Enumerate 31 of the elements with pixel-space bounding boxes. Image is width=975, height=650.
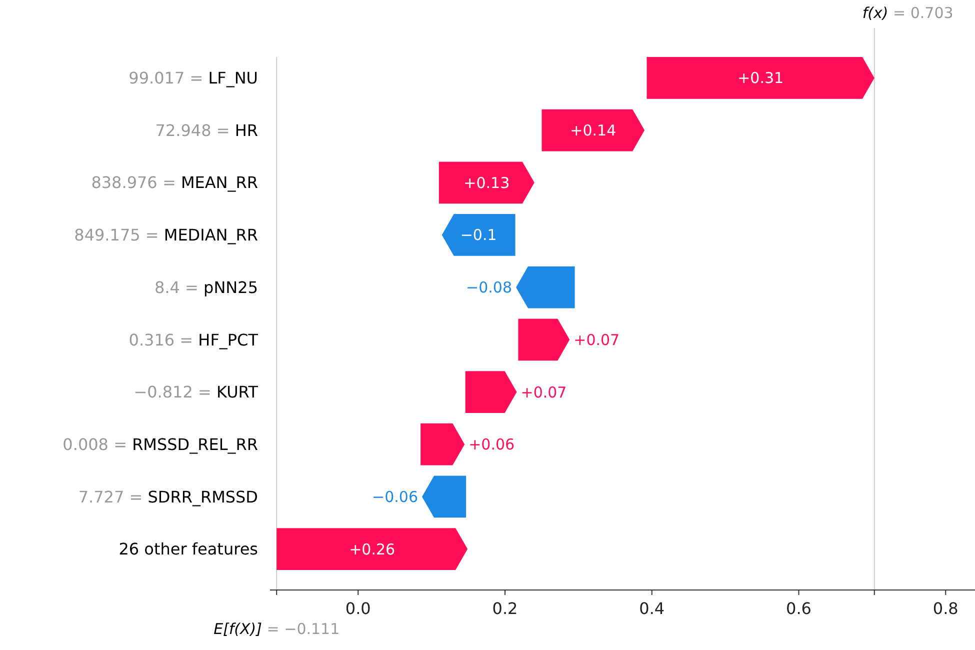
x-tick-label: 0.4: [639, 599, 665, 618]
data-label: −0.06: [372, 488, 418, 506]
y-tick-label: 0.008 = RMSSD_REL_RR: [62, 434, 258, 454]
x-tick-label: 0.2: [492, 599, 518, 618]
y-tick-label: 72.948 = HR: [155, 120, 258, 140]
data-label: +0.07: [520, 383, 567, 402]
x-tick-label: 0.0: [345, 599, 371, 618]
x-tick-label: 0.6: [786, 599, 812, 618]
data-label: +0.13: [464, 174, 510, 192]
x-tick-label: 0.8: [932, 599, 958, 618]
ref-line-label: f(x) = 0.703: [862, 4, 954, 22]
y-tick-label: 99.017 = LF_NU: [128, 68, 258, 88]
y-tick-label: 8.4 = pNN25: [154, 278, 258, 297]
data-label: −0.08: [466, 278, 512, 297]
bar: [542, 109, 645, 152]
y-tick-label: 849.175 = MEDIAN_RR: [74, 226, 258, 245]
y-tick-label: 0.316 = HF_PCT: [128, 330, 258, 350]
y-tick-label: 838.976 = MEAN_RR: [91, 173, 258, 192]
data-label: −0.1: [460, 226, 497, 244]
bar: [438, 162, 534, 204]
data-label: +0.26: [349, 540, 396, 558]
bar: [646, 57, 874, 99]
y-tick-label: 7.727 = SDRR_RMSSD: [78, 487, 258, 506]
data-label: +0.07: [574, 330, 620, 349]
ref-line-label: E[f(X)] = −0.111: [214, 620, 340, 638]
data-label: +0.31: [738, 69, 784, 88]
y-tick-label: 26 other features: [118, 540, 258, 559]
bar: [276, 528, 468, 570]
data-label: +0.06: [468, 436, 515, 454]
data-label: +0.14: [570, 122, 616, 140]
y-tick-label: −0.812 = KURT: [134, 382, 258, 402]
